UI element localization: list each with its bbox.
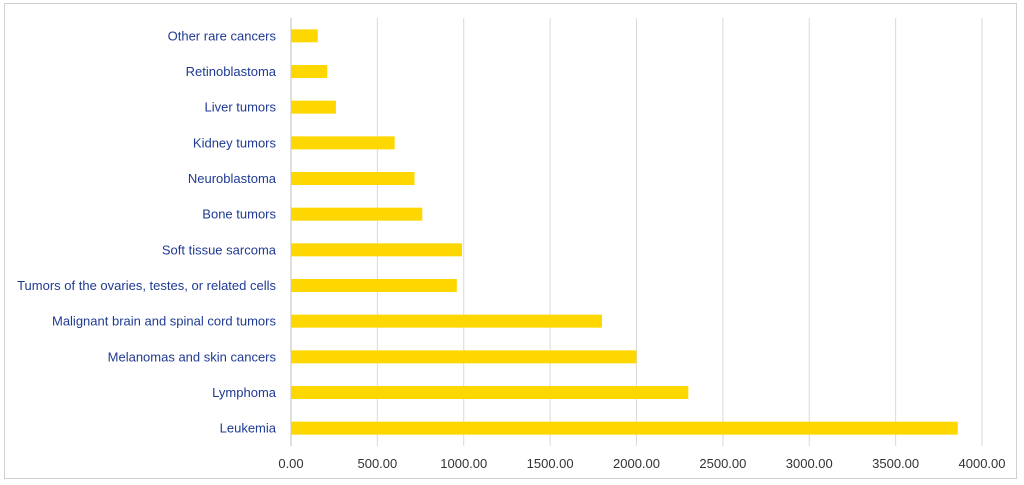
bars	[291, 29, 958, 435]
bar	[291, 350, 637, 364]
bar	[291, 172, 415, 185]
category-label: Retinoblastoma	[186, 64, 277, 79]
category-label: Bone tumors	[202, 207, 276, 222]
x-tick-label: 0.00	[278, 456, 303, 471]
category-label: Kidney tumors	[193, 135, 277, 150]
bar	[291, 100, 336, 114]
x-tick-label: 1500.00	[527, 456, 574, 471]
category-label: Malignant brain and spinal cord tumors	[52, 314, 277, 329]
bar	[291, 65, 328, 78]
bar	[291, 136, 395, 150]
category-label: Melanomas and skin cancers	[108, 349, 277, 364]
category-label: Neuroblastoma	[188, 171, 277, 186]
x-tick-labels: 0.00 500.00 1000.00 1500.00 2000.00 2500.00 30…	[278, 456, 1005, 471]
chart-frame	[4, 3, 1017, 479]
bar	[291, 421, 958, 435]
category-label: Liver tumors	[204, 100, 276, 115]
category-label: Other rare cancers	[168, 28, 277, 43]
category-label: Leukemia	[220, 421, 277, 436]
gridlines	[290, 18, 983, 446]
x-tick-label: 500.00	[357, 456, 397, 471]
x-tick-label: 3500.00	[872, 456, 919, 471]
bar	[291, 243, 463, 257]
category-label: Lymphoma	[212, 385, 277, 400]
category-label: Soft tissue sarcoma	[162, 242, 277, 257]
bar	[291, 386, 689, 399]
x-tick-label: 3000.00	[786, 456, 833, 471]
bar	[291, 279, 457, 292]
bar	[291, 207, 423, 221]
x-tick-label: 2000.00	[613, 456, 660, 471]
x-tick-label: 4000.00	[959, 456, 1006, 471]
category-label: Tumors of the ovaries, testes, or relate…	[17, 278, 276, 293]
bar	[291, 314, 602, 328]
bar	[291, 29, 318, 43]
category-labels: Leukemia Lymphoma Melanomas and skin cance…	[17, 28, 277, 435]
x-tick-label: 2500.00	[699, 456, 746, 471]
x-tick-label: 1000.00	[440, 456, 487, 471]
